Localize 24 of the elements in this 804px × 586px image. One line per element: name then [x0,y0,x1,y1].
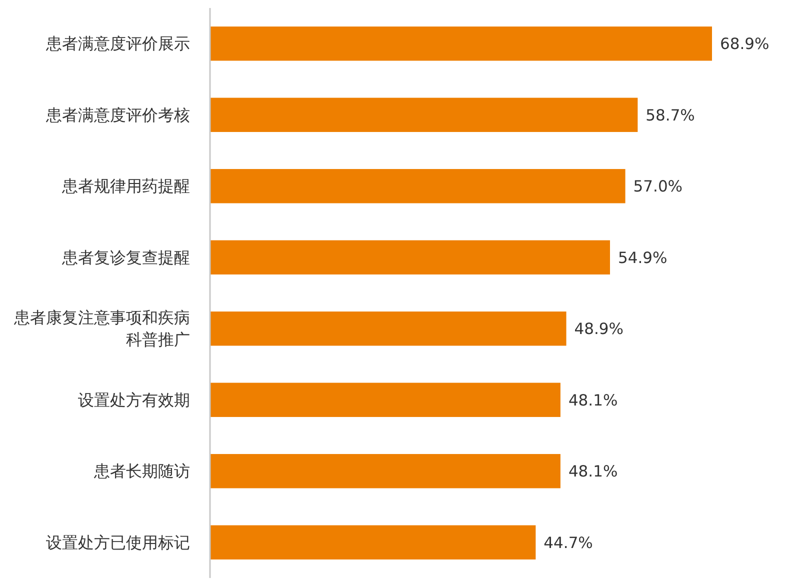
data-label: 48.1% [568,391,618,410]
bar [210,240,610,274]
y-tick-label: 设置处方有效期 [78,390,190,410]
data-label: 57.0% [633,178,683,196]
data-label: 48.9% [574,320,624,338]
bar [210,312,566,346]
data-label: 44.7% [544,534,593,552]
data-label: 48.1% [568,462,618,481]
y-tick-label: 患者长期随访 [93,462,190,481]
data-label: 54.9% [618,248,668,267]
bar [210,169,626,204]
y-tick-label: 患者满意度评价考核 [45,105,190,124]
bar [210,26,712,61]
data-label: 68.9% [720,35,770,54]
y-tick-label: 患者康复注意事项和疾病科普推广 [13,308,190,350]
bar [210,454,560,488]
y-tick-label: 患者规律用药提醒 [61,176,190,196]
bar [210,525,536,560]
data-label: 58.7% [646,106,695,124]
bar [210,98,638,132]
y-tick-label: 患者复诊复查提醒 [61,248,190,267]
y-tick-label: 设置处方已使用标记 [46,532,190,552]
y-tick-label: 患者满意度评价展示 [45,34,190,54]
bar [210,382,560,417]
